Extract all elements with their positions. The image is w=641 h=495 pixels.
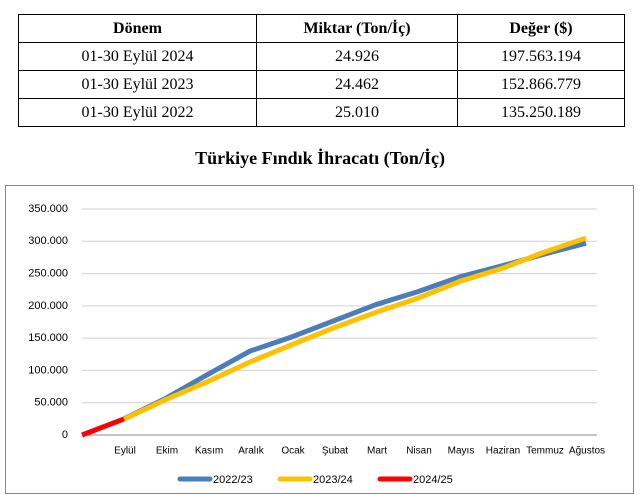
row: 01-30 Eylül 2022 25.010 135.250.189 [18,98,625,127]
legend-label: 2022/23 [213,474,253,486]
cell: 135.250.189 [457,98,625,127]
series-line [81,416,125,438]
x-tick-label: Eylül [114,446,136,457]
y-tick-label: 300.000 [28,235,68,247]
legend-label: 2023/24 [313,474,353,486]
chart-title: Türkiye Fındık İhracatı (Ton/İç) [195,148,445,169]
x-tick-label: Nisan [406,446,432,457]
y-tick-label: 200.000 [28,300,68,312]
cell: 01-30 Eylül 2023 [18,70,257,99]
x-tick-label: Ekim [156,446,178,457]
x-tick-label: Kasım [195,446,223,457]
y-tick-label: 150.000 [28,332,68,344]
cell: 25.010 [256,98,458,127]
row: 01-30 Eylül 2023 24.462 152.866.779 [18,70,625,99]
y-tick-label: 250.000 [28,267,68,279]
x-tick-label: Aralık [238,446,265,457]
cell: 197.563.194 [457,42,625,71]
x-tick-label: Ocak [281,446,305,457]
series-line [122,240,587,422]
x-tick-label: Şubat [322,446,348,457]
x-tick-label: Haziran [486,446,520,457]
series-line [122,235,587,422]
y-tick-label: 50.000 [34,397,68,409]
x-tick-label: Mart [367,446,387,457]
y-tick-label: 0 [62,429,68,441]
row: 01-30 Eylül 2024 24.926 197.563.194 [18,42,625,71]
chart-frame [5,185,634,494]
summary-table: Dönem Miktar (Ton/İç) Değer ($) 01-30 Ey… [18,14,625,127]
x-tick-label: Mayıs [448,446,475,457]
cell: 24.462 [256,70,458,99]
header-cell: Dönem [18,14,257,43]
legend-label: 2024/25 [413,474,453,486]
header-cell: Miktar (Ton/İç) [256,14,458,43]
header-row: Dönem Miktar (Ton/İç) Değer ($) [18,14,625,43]
x-tick-label: Ağustos [569,446,605,457]
y-tick-label: 100.000 [28,364,68,376]
cell: 01-30 Eylül 2022 [18,98,257,127]
cell: 01-30 Eylül 2024 [18,42,257,71]
cell: 152.866.779 [457,70,625,99]
y-tick-label: 350.000 [28,203,68,215]
x-tick-label: Temmuz [526,446,564,457]
